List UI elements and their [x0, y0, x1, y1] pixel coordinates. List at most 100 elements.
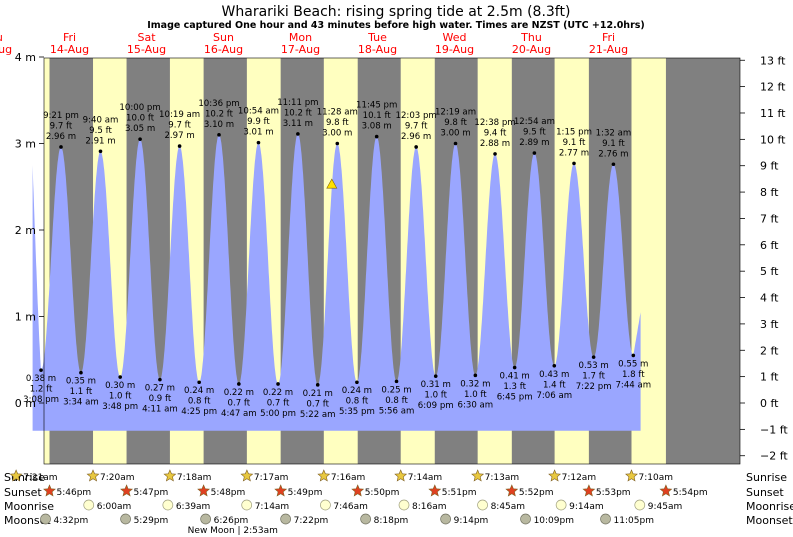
- low-tide-time: 3:34 am: [63, 398, 99, 408]
- low-tide-ft: 1.4 ft: [543, 380, 566, 390]
- day-date: 20-Aug: [512, 43, 551, 56]
- moonrise-time: 8:45am: [491, 502, 525, 512]
- high-tide-m: 2.91 m: [85, 136, 115, 146]
- moonset-time: 5:29pm: [134, 516, 169, 526]
- moonrise-time: 6:00am: [97, 502, 132, 512]
- high-tide-ft: 9.7 ft: [405, 121, 428, 131]
- y-right-tick-label: 1 ft: [760, 371, 779, 384]
- sunrise-time: 7:21am: [23, 473, 58, 483]
- high-tide-ft: 9.8 ft: [326, 118, 349, 128]
- high-tide-time: 12:54 am: [514, 117, 555, 127]
- sunset-time: 5:49pm: [288, 488, 323, 498]
- low-tide-point: [512, 365, 517, 370]
- high-tide-time: 10:00 pm: [119, 103, 160, 113]
- daylight-band: [44, 58, 50, 464]
- y-left-tick-label: 0 m: [15, 397, 36, 410]
- day-name: Tue: [367, 31, 387, 44]
- moonset-time: 7:22pm: [294, 516, 329, 526]
- moonset-time: 9:14pm: [454, 516, 489, 526]
- low-tide-m: 0.55 m: [618, 359, 648, 369]
- day-headers: Thu13-AugFri14-AugSat15-AugSun16-AugMon1…: [0, 31, 628, 56]
- y-right-tick-label: 4 ft: [760, 292, 779, 305]
- sunset-time: 5:51pm: [442, 488, 477, 498]
- day-name: Sat: [137, 31, 156, 44]
- moonrise-icon: [398, 499, 410, 511]
- y-right-tick-label: 10 ft: [760, 133, 786, 146]
- sunset-icon: [428, 484, 442, 497]
- high-tide-ft: 10.0 ft: [126, 114, 155, 124]
- high-tide-time: 9:40 am: [83, 115, 119, 125]
- sunset-icon: [197, 484, 211, 497]
- high-tide-point: [296, 132, 300, 136]
- low-tide-m: 0.32 m: [460, 379, 490, 389]
- high-tide-ft: 9.7 ft: [50, 121, 73, 131]
- high-tide-time: 10:54 am: [238, 107, 279, 117]
- low-tide-time: 5:35 pm: [339, 407, 375, 417]
- high-tide-time: 11:11 pm: [277, 98, 318, 108]
- high-tide-point: [493, 152, 497, 156]
- high-tide-m: 3.05 m: [125, 124, 155, 134]
- high-tide-time: 9:21 pm: [43, 111, 79, 121]
- y-right-tick-label: 13 ft: [760, 54, 786, 67]
- low-tide-ft: 0.8 ft: [385, 396, 408, 406]
- high-tide-m: 3.08 m: [362, 122, 392, 132]
- high-tide-time: 12:38 pm: [474, 118, 515, 128]
- high-tide-ft: 10.2 ft: [205, 109, 234, 119]
- sunset-time: 5:53pm: [596, 488, 631, 498]
- low-tide-m: 0.35 m: [66, 377, 96, 387]
- sunrise-time: 7:10am: [638, 473, 673, 483]
- moonset-icon: [280, 513, 291, 525]
- low-tide-m: 0.24 m: [184, 386, 214, 396]
- low-tide-time: 6:09 pm: [418, 401, 454, 411]
- sunset-time: 5:50pm: [365, 488, 400, 498]
- moon-phase-label: New Moon | 2:53am: [188, 526, 278, 536]
- low-tide-point: [237, 382, 241, 386]
- low-tide-ft: 1.3 ft: [503, 382, 526, 392]
- y-right-tick-label: 3 ft: [760, 318, 779, 331]
- high-tide-time: 11:28 am: [317, 108, 358, 118]
- moonrise-icon: [162, 499, 174, 511]
- high-tide-time: 12:19 am: [435, 108, 476, 118]
- high-tide-time: 1:32 am: [596, 128, 632, 138]
- high-tide-ft: 9.9 ft: [247, 117, 270, 127]
- low-tide-m: 0.43 m: [539, 370, 569, 380]
- sunrise-icon: [86, 469, 100, 482]
- sunrise-icon: [471, 469, 485, 482]
- low-tide-m: 0.27 m: [145, 384, 175, 394]
- moonset-icon: [440, 513, 451, 525]
- moonrise-time: 8:16am: [412, 502, 447, 512]
- y-right-tick-label: 7 ft: [760, 212, 779, 225]
- current-level-marker: [326, 178, 338, 189]
- low-tide-time: 4:11 am: [142, 405, 178, 415]
- low-tide-point: [39, 368, 43, 372]
- moonrise-icon: [634, 499, 646, 511]
- high-tide-ft: 10.1 ft: [363, 111, 392, 121]
- low-tide-time: 3:48 pm: [102, 402, 138, 412]
- sunrise-icon: [163, 469, 177, 482]
- y-right-tick-label: 9 ft: [760, 160, 779, 173]
- low-tide-ft: 1.0 ft: [464, 390, 487, 400]
- day-name: Fri: [602, 31, 615, 44]
- day-name: Wed: [443, 31, 467, 44]
- high-tide-m: 3.01 m: [243, 128, 273, 138]
- sunrise-icon: [317, 469, 331, 482]
- sunset-time: 5:47pm: [134, 488, 169, 498]
- chart-title: Wharariki Beach: rising spring tide at 2…: [222, 4, 571, 20]
- low-tide-ft: 1.7 ft: [582, 372, 605, 382]
- low-tide-ft: 1.2 ft: [30, 385, 53, 395]
- tide-labels: 9:21 pm9.7 ft2.96 m9:40 am9.5 ft2.91 m10…: [23, 98, 651, 420]
- day-date: 18-Aug: [358, 43, 397, 56]
- low-tide-time: 6:45 pm: [497, 393, 533, 403]
- y-left-tick-label: 4 m: [15, 51, 36, 64]
- low-tide-point: [158, 377, 162, 382]
- high-tide-time: 10:36 pm: [198, 99, 239, 109]
- high-tide-m: 2.96 m: [46, 132, 76, 142]
- sunrise-icon: [394, 469, 408, 482]
- high-tide-m: 3.00 m: [322, 129, 352, 139]
- day-name: Fri: [63, 31, 76, 44]
- low-tide-m: 0.25 m: [381, 385, 411, 395]
- moonset-icon: [40, 513, 51, 525]
- sunset-time: 5:48pm: [211, 488, 246, 498]
